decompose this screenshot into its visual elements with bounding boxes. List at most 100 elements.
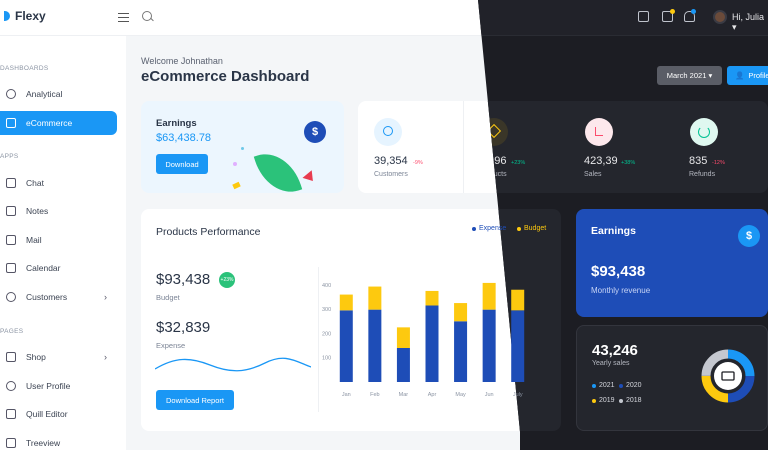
earnings-dark-value: $93,438: [591, 263, 646, 280]
legend-label: Budget: [524, 225, 547, 232]
notification-dot: [670, 9, 675, 14]
search-icon[interactable]: [142, 11, 152, 21]
stat-label: Refunds: [689, 171, 716, 178]
sidebar-item-user-profile[interactable]: User Profile: [0, 374, 117, 398]
sidebar-item-mail[interactable]: Mail: [0, 228, 117, 252]
x-tick-label: Jun: [485, 392, 494, 398]
sidebar-section-pages: PAGES: [0, 328, 24, 335]
chevron-right-icon: ›: [104, 352, 107, 362]
sidebar-item-analytical[interactable]: Analytical: [0, 82, 117, 106]
sidebar-item-label: Chat: [26, 178, 44, 188]
tree-icon: [6, 438, 16, 448]
earnings-card: Earnings $63,438.78 Download $: [141, 101, 344, 193]
user-icon: [6, 381, 16, 391]
bar-budget-jun: [482, 282, 496, 310]
expense-label: Expense: [156, 341, 186, 350]
budget-value: $93,438: [156, 271, 211, 288]
expense-sparkline: [155, 357, 311, 372]
sidebar: DASHBOARDS Analytical eCommerce APPS Cha…: [0, 36, 126, 450]
download-button[interactable]: Download: [156, 154, 208, 174]
legend-label: 2021: [599, 382, 615, 389]
app-logo[interactable]: Flexy: [4, 9, 46, 23]
user-icon: 👤: [735, 71, 745, 80]
y-tick-label: 100: [322, 356, 331, 362]
confetti-dot: [241, 147, 244, 150]
legend-2019: 2019: [592, 397, 615, 404]
refresh-icon: [690, 118, 718, 146]
profile-button-label: Profile: [748, 71, 768, 80]
clipboard-icon: [6, 206, 16, 216]
stat-label: Sales: [584, 171, 602, 178]
x-tick-label: July: [513, 392, 523, 398]
chat-icon[interactable]: [662, 11, 673, 22]
x-tick-label: Jan: [342, 392, 351, 398]
bar-expense-mar: [396, 348, 410, 382]
dollar-icon: $: [738, 225, 760, 247]
bar-budget-feb: [368, 286, 382, 310]
earnings-dark-label: Earnings: [591, 225, 636, 237]
avatar[interactable]: [713, 10, 727, 24]
sidebar-item-chat[interactable]: Chat: [0, 171, 117, 195]
stat-customers: 39,354 -9% Customers: [358, 101, 463, 193]
logo-mark-icon: [4, 11, 10, 21]
sidebar-item-notes[interactable]: Notes: [0, 199, 117, 223]
bar-budget-jan: [339, 294, 353, 311]
bar-expense-july: [511, 310, 525, 382]
profile-button[interactable]: 👤 Profile: [727, 66, 768, 85]
legend-label: Expense: [479, 225, 507, 232]
chart-icon: [585, 118, 613, 146]
stat-value: 39,354: [374, 155, 408, 167]
users-icon: [374, 118, 402, 146]
expense-value: $32,839: [156, 319, 211, 336]
bar-budget-apr: [425, 290, 439, 306]
budget-badge: +23%: [219, 272, 235, 288]
earnings-dark-sub: Monthly revenue: [591, 286, 651, 295]
y-tick-label: 400: [322, 283, 331, 289]
bar-budget-mar: [396, 327, 410, 348]
sidebar-item-label: eCommerce: [26, 118, 73, 128]
x-tick-label: May: [455, 392, 466, 398]
menu-toggle-icon[interactable]: [118, 13, 129, 22]
month-select[interactable]: March 2021 ▾: [657, 66, 722, 85]
yearly-donut-chart: [701, 349, 755, 403]
earnings-dark-card: Earnings $ $93,438 Monthly revenue: [576, 209, 768, 317]
legend-2020: 2020: [619, 382, 642, 389]
chevron-right-icon: ›: [104, 292, 107, 302]
sidebar-item-quill-editor[interactable]: Quill Editor: [0, 402, 117, 426]
cart-icon[interactable]: [638, 11, 649, 22]
earnings-value: $63,438.78: [156, 132, 212, 144]
sidebar-item-label: Analytical: [26, 89, 63, 99]
legend-label: 2018: [626, 397, 642, 404]
performance-title: Products Performance: [156, 226, 261, 238]
stat-sales: 423,39 +38% Sales: [569, 101, 674, 193]
edit-icon: [6, 409, 16, 419]
sidebar-item-label: Calendar: [26, 263, 61, 273]
welcome-text: Welcome Johnathan: [141, 56, 223, 66]
mail-icon: [6, 235, 16, 245]
sidebar-item-label: Notes: [26, 206, 49, 216]
budget-label: Budget: [156, 293, 180, 302]
bar-expense-may: [454, 321, 468, 382]
yearly-sales-card: 43,246 Yearly sales 2021 2020 2019 2018: [576, 325, 768, 431]
earnings-label: Earnings: [156, 118, 197, 129]
legend-2021: 2021: [592, 382, 615, 389]
sidebar-item-shop[interactable]: Shop ›: [0, 345, 117, 369]
legend-2018: 2018: [619, 397, 642, 404]
users-icon: [6, 292, 16, 302]
sidebar-item-customers[interactable]: Customers ›: [0, 285, 117, 309]
stat-delta: -12%: [712, 160, 725, 166]
sidebar-item-calendar[interactable]: Calendar: [0, 256, 117, 280]
page-title: eCommerce Dashboard: [141, 68, 310, 85]
user-greeting[interactable]: Hi, Julia ▾: [732, 12, 765, 32]
bar-expense-feb: [368, 309, 382, 382]
logo-text: Flexy: [15, 9, 46, 23]
bell-icon[interactable]: [684, 11, 695, 22]
stat-delta: +38%: [621, 160, 636, 166]
sidebar-item-ecommerce[interactable]: eCommerce: [0, 111, 117, 135]
stat-value: 423,39: [584, 155, 618, 167]
sidebar-item-treeview[interactable]: Treeview: [0, 431, 117, 450]
download-report-button[interactable]: Download Report: [156, 390, 234, 410]
x-tick-label: Feb: [370, 392, 379, 398]
